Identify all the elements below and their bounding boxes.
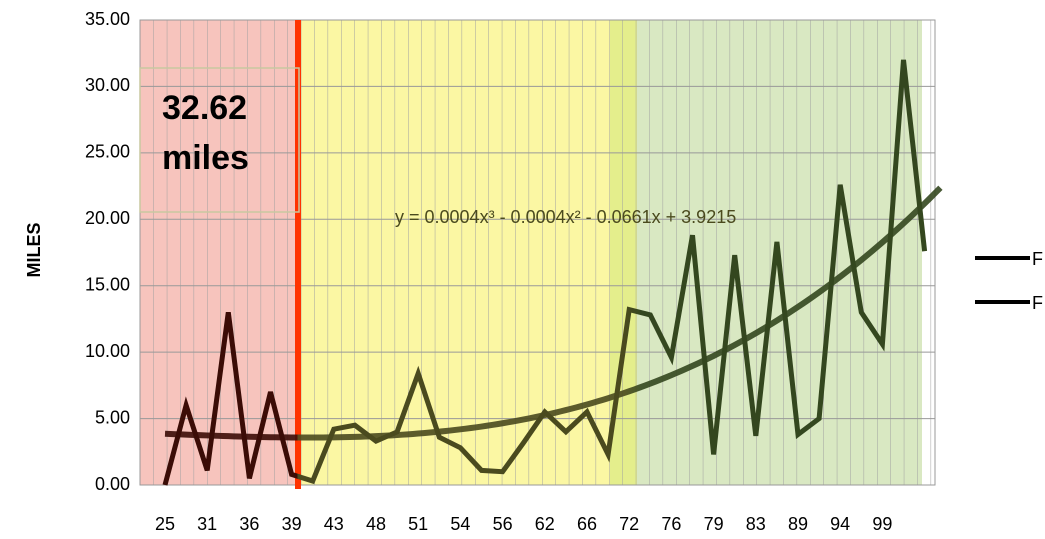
x-tick-label: 31 (197, 514, 217, 534)
legend-label: F (1032, 249, 1043, 269)
x-tick-label: 94 (830, 514, 850, 534)
data-line (162, 59, 928, 486)
x-tick-label: 89 (788, 514, 808, 534)
trend-line (164, 185, 943, 441)
x-tick-label: 54 (450, 514, 470, 534)
x-tick-label: 39 (282, 514, 302, 534)
y-tick-label: 35.00 (85, 9, 130, 29)
x-tick-label: 62 (535, 514, 555, 534)
x-tick-label: 25 (155, 514, 175, 534)
plot-frame (139, 19, 936, 486)
x-tick-label: 48 (366, 514, 386, 534)
x-tick-label: 66 (577, 514, 597, 534)
y-tick-label: 30.00 (85, 75, 130, 95)
x-tick-label: 83 (746, 514, 766, 534)
x-tick-label: 36 (239, 514, 259, 534)
y-tick-label: 15.00 (85, 274, 130, 294)
y-tick-label: 5.00 (95, 407, 130, 427)
trend-label: y = 0.0004x³ - 0.0004x² - 0.0661x + 3.92… (395, 207, 736, 227)
y-tick-label: 20.00 (85, 208, 130, 228)
x-tick-label: 51 (408, 514, 428, 534)
x-tick-label: 43 (324, 514, 344, 534)
x-tick-label: 99 (872, 514, 892, 534)
y-tick-label: 10.00 (85, 341, 130, 361)
annotation-box (139, 67, 300, 213)
legend-label: F (1032, 293, 1043, 313)
y-axis-title: MILES (24, 222, 44, 277)
y-tick-label: 25.00 (85, 142, 130, 162)
x-tick-label: 79 (704, 514, 724, 534)
annotation-line: 32.62 (162, 89, 247, 127)
y-tick-label: 0.00 (95, 474, 130, 494)
annotation-line: miles (162, 139, 249, 177)
x-tick-label: 76 (661, 514, 681, 534)
x-tick-label: 72 (619, 514, 639, 534)
x-tick-label: 56 (493, 514, 513, 534)
